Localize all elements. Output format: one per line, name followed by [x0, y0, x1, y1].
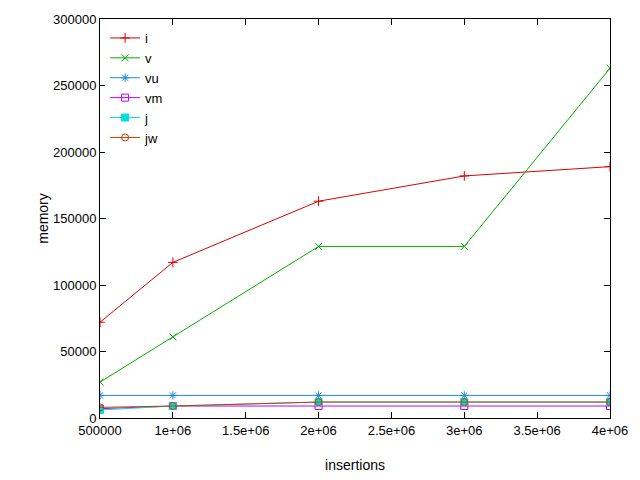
svg-text:v: v	[145, 51, 152, 66]
svg-text:500000: 500000	[78, 423, 121, 438]
svg-text:100000: 100000	[53, 278, 96, 293]
svg-text:vm: vm	[145, 91, 162, 106]
svg-text:2e+06: 2e+06	[300, 423, 337, 438]
svg-text:50000: 50000	[60, 344, 96, 359]
svg-text:j: j	[144, 111, 148, 126]
svg-text:150000: 150000	[53, 211, 96, 226]
svg-text:vu: vu	[145, 71, 159, 86]
svg-text:4e+06: 4e+06	[592, 423, 629, 438]
svg-text:1e+06: 1e+06	[155, 423, 192, 438]
svg-text:3e+06: 3e+06	[446, 423, 483, 438]
svg-text:3.5e+06: 3.5e+06	[513, 423, 560, 438]
svg-text:2.5e+06: 2.5e+06	[368, 423, 415, 438]
svg-text:1.5e+06: 1.5e+06	[222, 423, 269, 438]
svg-text:jw: jw	[144, 131, 158, 146]
svg-text:insertions: insertions	[325, 457, 385, 473]
svg-text:memory: memory	[35, 193, 51, 244]
svg-text:0: 0	[89, 411, 96, 426]
svg-text:i: i	[145, 31, 148, 46]
svg-text:200000: 200000	[53, 145, 96, 160]
svg-text:300000: 300000	[53, 12, 96, 27]
svg-text:250000: 250000	[53, 78, 96, 93]
